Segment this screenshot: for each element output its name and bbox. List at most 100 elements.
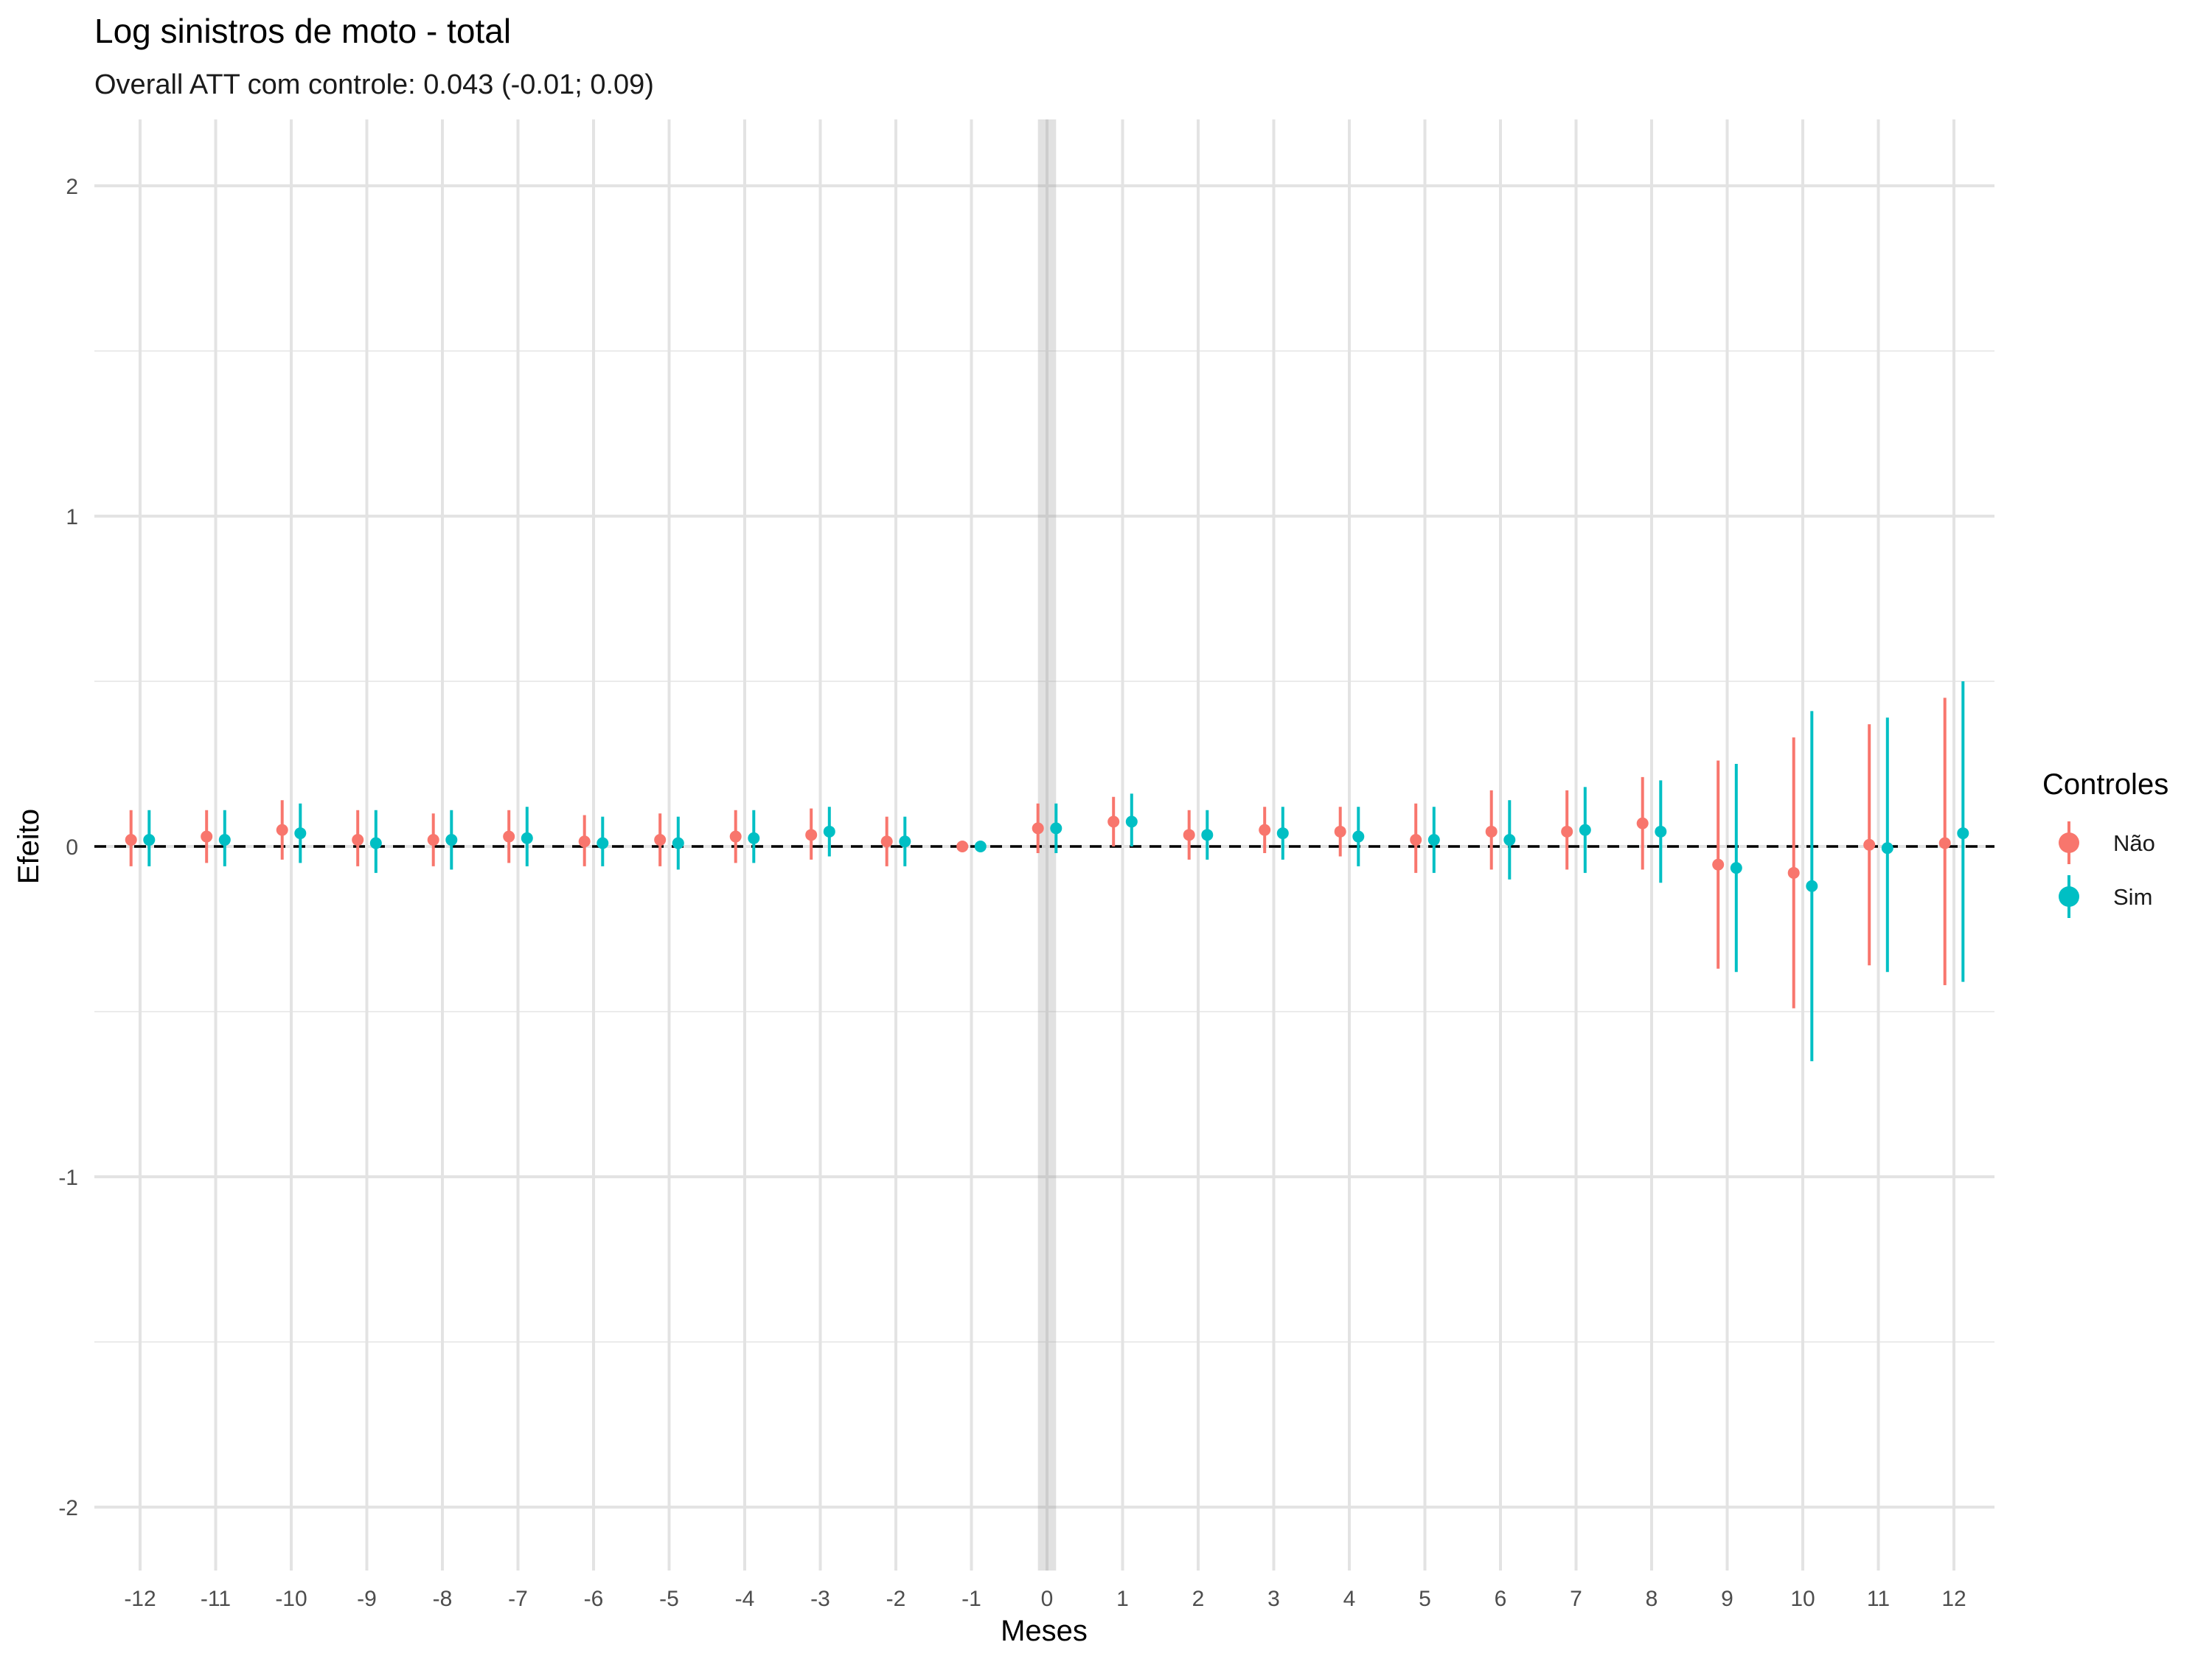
data-point bbox=[1201, 829, 1214, 841]
legend-key-point bbox=[2059, 886, 2079, 907]
x-tick-label: 4 bbox=[1343, 1587, 1356, 1611]
data-point bbox=[1410, 834, 1422, 846]
data-point bbox=[369, 837, 382, 849]
data-point bbox=[899, 835, 911, 848]
data-point bbox=[1276, 827, 1289, 840]
chart-subtitle: Overall ATT com controle: 0.043 (-0.01; … bbox=[94, 69, 654, 100]
x-tick-label: -1 bbox=[961, 1587, 981, 1611]
data-point bbox=[597, 837, 609, 849]
legend-key-point bbox=[2059, 832, 2079, 853]
data-point bbox=[503, 830, 515, 843]
data-point bbox=[1427, 834, 1440, 846]
highlight-band-layer bbox=[1037, 119, 1057, 1571]
data-point bbox=[1806, 880, 1818, 892]
x-tick-label: -2 bbox=[886, 1587, 906, 1611]
x-tick-label: -5 bbox=[659, 1587, 679, 1611]
x-tick-label: 12 bbox=[1941, 1587, 1966, 1611]
data-point bbox=[1259, 824, 1271, 836]
data-point bbox=[1787, 866, 1800, 879]
x-tick-label: 3 bbox=[1267, 1587, 1280, 1611]
data-point bbox=[143, 834, 156, 846]
data-point bbox=[1050, 822, 1062, 835]
x-tick-label: 7 bbox=[1570, 1587, 1582, 1611]
series-sim bbox=[143, 681, 1969, 1062]
x-tick-label: 9 bbox=[1721, 1587, 1733, 1611]
data-point bbox=[672, 837, 684, 849]
y-tick-label: 0 bbox=[66, 835, 78, 860]
legend-label: Sim bbox=[2113, 884, 2152, 910]
data-point bbox=[1183, 829, 1195, 841]
x-tick-label: 0 bbox=[1041, 1587, 1054, 1611]
data-point bbox=[1957, 827, 1969, 840]
data-point bbox=[1107, 815, 1120, 828]
x-tick-label: -7 bbox=[508, 1587, 528, 1611]
data-point bbox=[1712, 858, 1725, 871]
x-tick-label: 8 bbox=[1646, 1587, 1658, 1611]
x-tick-label: -12 bbox=[124, 1587, 156, 1611]
x-tick-label: -3 bbox=[810, 1587, 830, 1611]
data-point bbox=[1561, 825, 1573, 838]
chart-title: Log sinistros de moto - total bbox=[94, 12, 511, 50]
data-point bbox=[521, 832, 533, 844]
data-point bbox=[1352, 830, 1365, 843]
x-tick-label: 5 bbox=[1419, 1587, 1431, 1611]
y-tick-label: -1 bbox=[58, 1166, 78, 1190]
legend: Controles Não Sim bbox=[2042, 768, 2168, 918]
data-point bbox=[1863, 838, 1876, 851]
data-point bbox=[1125, 815, 1138, 828]
x-tick-label: 6 bbox=[1495, 1587, 1507, 1611]
data-point bbox=[1334, 825, 1346, 838]
data-point bbox=[823, 825, 835, 838]
legend-label: Não bbox=[2113, 830, 2155, 856]
data-point bbox=[1032, 822, 1044, 835]
x-tick-label: -9 bbox=[357, 1587, 377, 1611]
y-tick-label: 1 bbox=[66, 505, 78, 529]
data-point bbox=[125, 834, 137, 846]
data-point bbox=[201, 830, 213, 843]
legend-title: Controles bbox=[2042, 768, 2168, 801]
data-point bbox=[578, 835, 591, 848]
data-point bbox=[352, 834, 364, 846]
data-point bbox=[1730, 862, 1742, 874]
x-tick-label: -6 bbox=[584, 1587, 604, 1611]
x-tick-label: -10 bbox=[275, 1587, 307, 1611]
treatment-start-band bbox=[1037, 119, 1057, 1571]
legend-item-não: Não bbox=[2059, 821, 2155, 864]
x-tick-label: -11 bbox=[201, 1587, 231, 1611]
y-axis-title: Efeito bbox=[13, 809, 45, 884]
data-point bbox=[218, 834, 231, 846]
x-tick-label: -4 bbox=[735, 1587, 755, 1611]
data-point bbox=[294, 827, 307, 840]
legend-item-sim: Sim bbox=[2059, 875, 2152, 918]
data-point bbox=[445, 834, 458, 846]
data-point bbox=[1503, 834, 1516, 846]
data-point bbox=[1579, 824, 1591, 836]
x-tick-label: 2 bbox=[1192, 1587, 1205, 1611]
data-point bbox=[1938, 837, 1951, 849]
data-point bbox=[729, 830, 742, 843]
series-não bbox=[125, 698, 1951, 1009]
data-point bbox=[805, 829, 818, 841]
data-point bbox=[276, 824, 288, 836]
y-tick-label: -2 bbox=[58, 1496, 78, 1520]
tick-labels: -12 -11 -10 -9 -8 -7 -6 -5 -4 -3 -2 -1 0 1 2 3 4 5 6 7 8 9 10 1… bbox=[58, 175, 1966, 1611]
grid-lines bbox=[94, 119, 1994, 1571]
y-tick-label: 2 bbox=[66, 175, 78, 199]
x-axis-title: Meses bbox=[1001, 1615, 1088, 1647]
legend-items: Não Sim bbox=[2059, 821, 2155, 918]
x-tick-label: 11 bbox=[1867, 1587, 1890, 1611]
data-point bbox=[956, 841, 969, 852]
data-point bbox=[1485, 825, 1498, 838]
data-point bbox=[1881, 842, 1893, 855]
data-point bbox=[748, 832, 760, 844]
x-tick-label: 10 bbox=[1790, 1587, 1815, 1611]
data-point bbox=[427, 834, 439, 846]
x-tick-label: -8 bbox=[433, 1587, 453, 1611]
data-point bbox=[880, 835, 893, 848]
data-point bbox=[1636, 817, 1649, 830]
data-point bbox=[974, 841, 987, 852]
data-point bbox=[1655, 825, 1667, 838]
data-layer bbox=[125, 681, 1969, 1062]
x-tick-label: 1 bbox=[1116, 1587, 1129, 1611]
